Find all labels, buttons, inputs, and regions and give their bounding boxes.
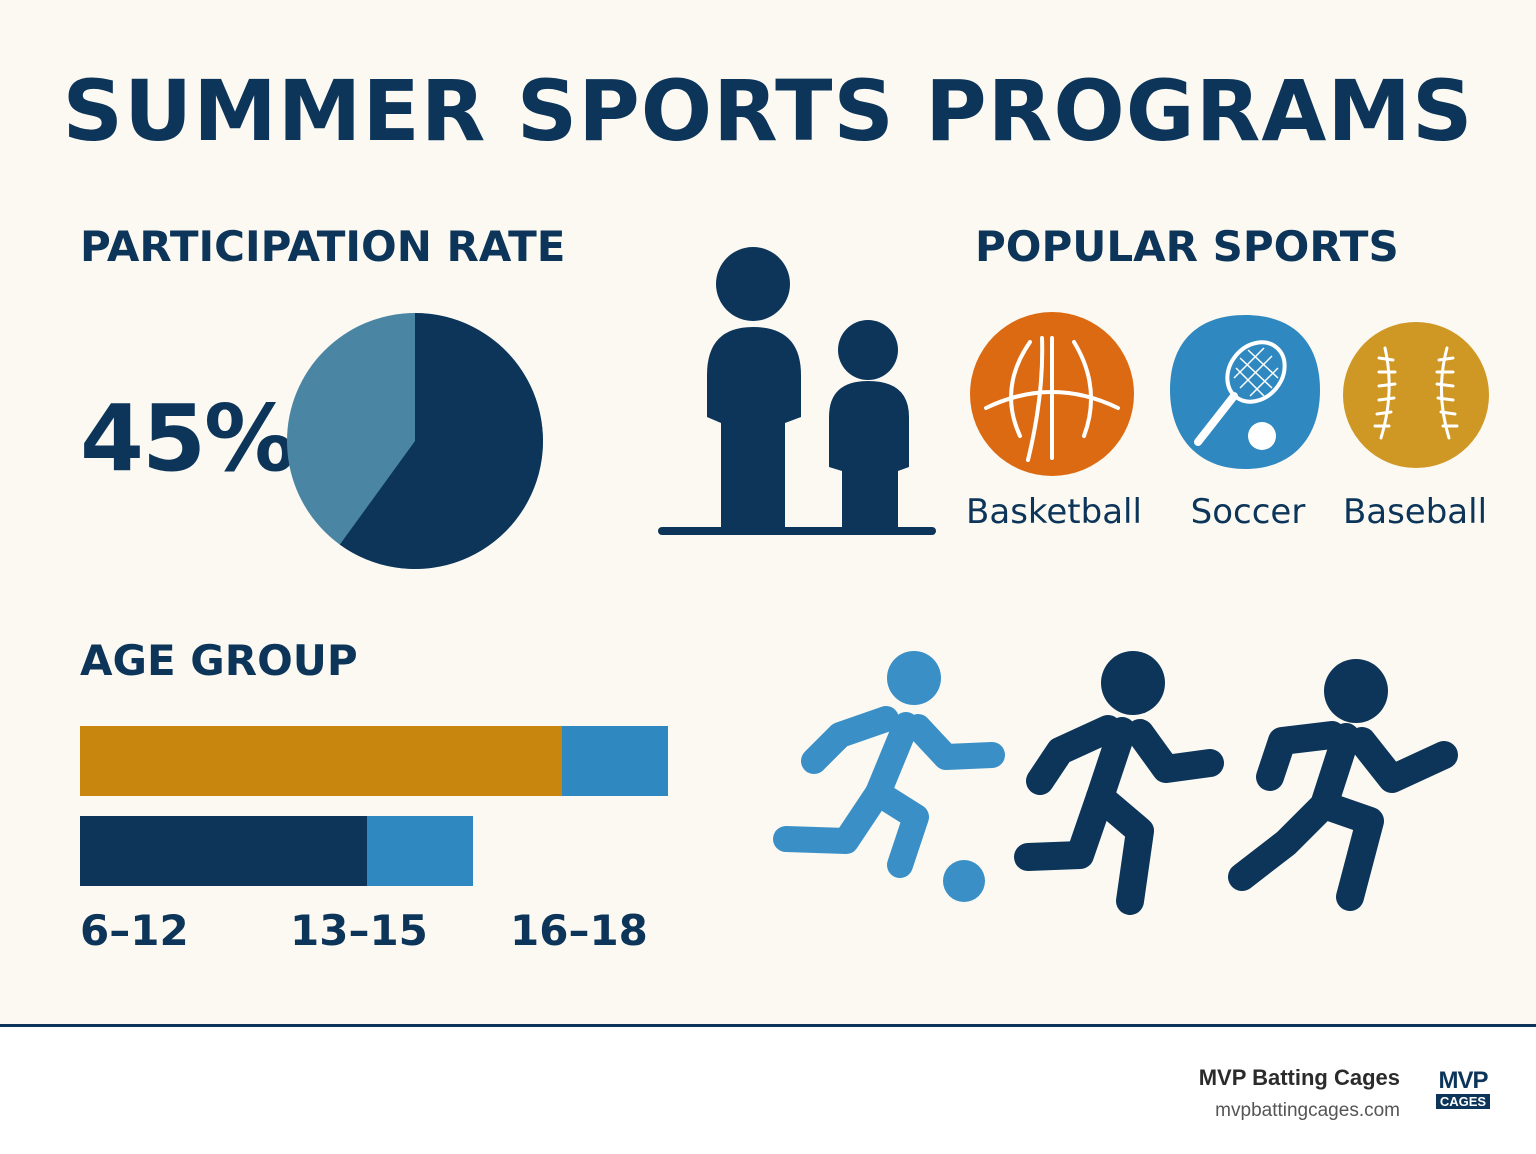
participation-heading: PARTICIPATION RATE [80, 222, 566, 271]
age-bar-2-segment-1 [80, 816, 367, 886]
age-bar-2-segment-2 [366, 816, 473, 886]
participation-value: 45% [80, 385, 296, 492]
brand-url[interactable]: mvpbattingcages.com [1215, 1100, 1400, 1121]
logo-bottom-text: CAGES [1435, 1094, 1491, 1109]
logo-top-text: MVP [1438, 1067, 1488, 1094]
basketball-icon [970, 312, 1134, 476]
sport-label-soccer: Soccer [1190, 492, 1306, 532]
participation-pie-chart [287, 313, 543, 569]
age-label-6-12: 6–12 [80, 906, 189, 955]
page-title: SUMMER SPORTS PROGRAMS [62, 62, 1474, 160]
running-players-icon [773, 651, 1458, 915]
baseball-icon [1343, 322, 1489, 468]
popular-sports-heading: POPULAR SPORTS [975, 222, 1399, 271]
parent-child-icon [658, 247, 936, 535]
age-label-16-18: 16–18 [510, 906, 648, 955]
sport-label-baseball: Baseball [1342, 492, 1488, 532]
footer [0, 1027, 1536, 1154]
sport-label-basketball: Basketball [966, 492, 1142, 532]
mvp-cages-logo: MVP CAGES [1432, 1069, 1494, 1115]
pie-slice-dark [339, 313, 543, 569]
age-bar-1-segment-2 [562, 726, 668, 796]
age-label-13-15: 13–15 [290, 906, 428, 955]
brand-name: MVP Batting Cages [1198, 1065, 1400, 1090]
age-group-heading: AGE GROUP [80, 636, 358, 685]
footer-divider [0, 1024, 1536, 1027]
age-bar-1-segment-1 [80, 726, 563, 796]
tennis-racket-icon [1170, 315, 1320, 469]
